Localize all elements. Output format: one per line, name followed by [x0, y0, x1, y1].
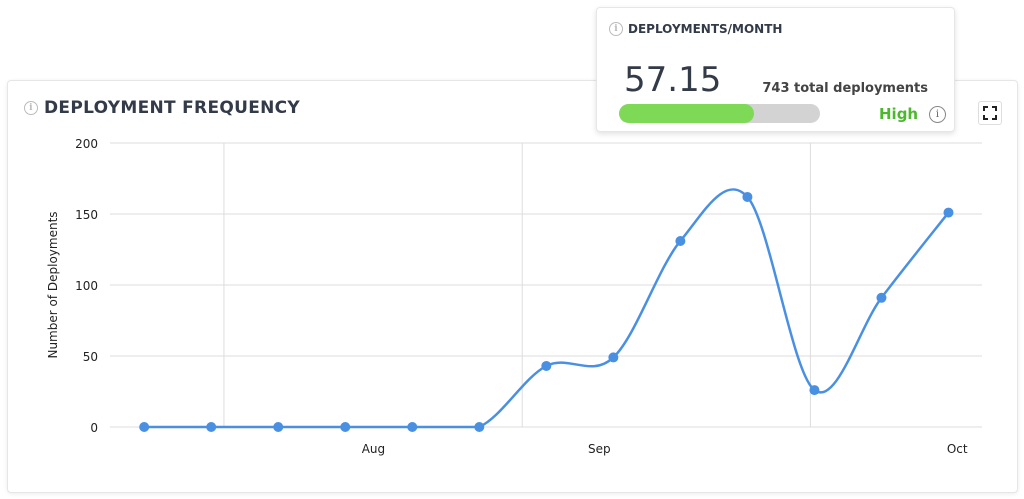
data-point — [809, 385, 820, 396]
series-line — [144, 188, 950, 429]
y-tick-label: 200 — [75, 137, 98, 151]
deployment-frequency-card — [7, 80, 1018, 493]
data-point — [139, 422, 150, 432]
data-point — [474, 422, 485, 432]
data-point — [943, 207, 954, 218]
expand-icon — [983, 106, 997, 120]
popup-title: DEPLOYMENTS/MONTH — [628, 22, 783, 36]
data-point — [541, 360, 552, 371]
data-point — [876, 292, 887, 303]
info-icon[interactable]: i — [24, 101, 38, 115]
chart-title-text: DEPLOYMENT FREQUENCY — [44, 98, 301, 118]
x-tick-label: Aug — [362, 442, 385, 456]
y-tick-label: 150 — [75, 208, 98, 222]
info-icon[interactable]: i — [929, 106, 946, 123]
fullscreen-button[interactable] — [978, 101, 1002, 125]
y-tick-label: 0 — [90, 421, 98, 435]
data-point — [742, 191, 753, 202]
progress-bar — [619, 104, 820, 123]
info-icon[interactable]: i — [609, 22, 623, 36]
y-axis-label: Number of Deployments — [46, 211, 60, 358]
deployments-month-popup: i DEPLOYMENTS/MONTH 57.15 743 total deplo… — [596, 7, 955, 132]
data-point — [340, 422, 351, 432]
data-point — [206, 422, 217, 432]
x-tick-label: Oct — [947, 442, 968, 456]
chart-title: i DEPLOYMENT FREQUENCY — [24, 98, 300, 118]
data-point — [608, 352, 619, 363]
data-point — [675, 235, 686, 246]
progress-fill — [619, 104, 754, 123]
level-badge: High — [879, 105, 919, 123]
total-deployments: 743 total deployments — [762, 81, 928, 96]
x-tick-label: Sep — [588, 442, 611, 456]
y-tick-label: 100 — [75, 279, 98, 293]
data-point — [407, 422, 418, 432]
deployments-per-month-value: 57.15 — [624, 60, 722, 100]
data-point — [273, 422, 284, 432]
y-tick-label: 50 — [83, 350, 98, 364]
